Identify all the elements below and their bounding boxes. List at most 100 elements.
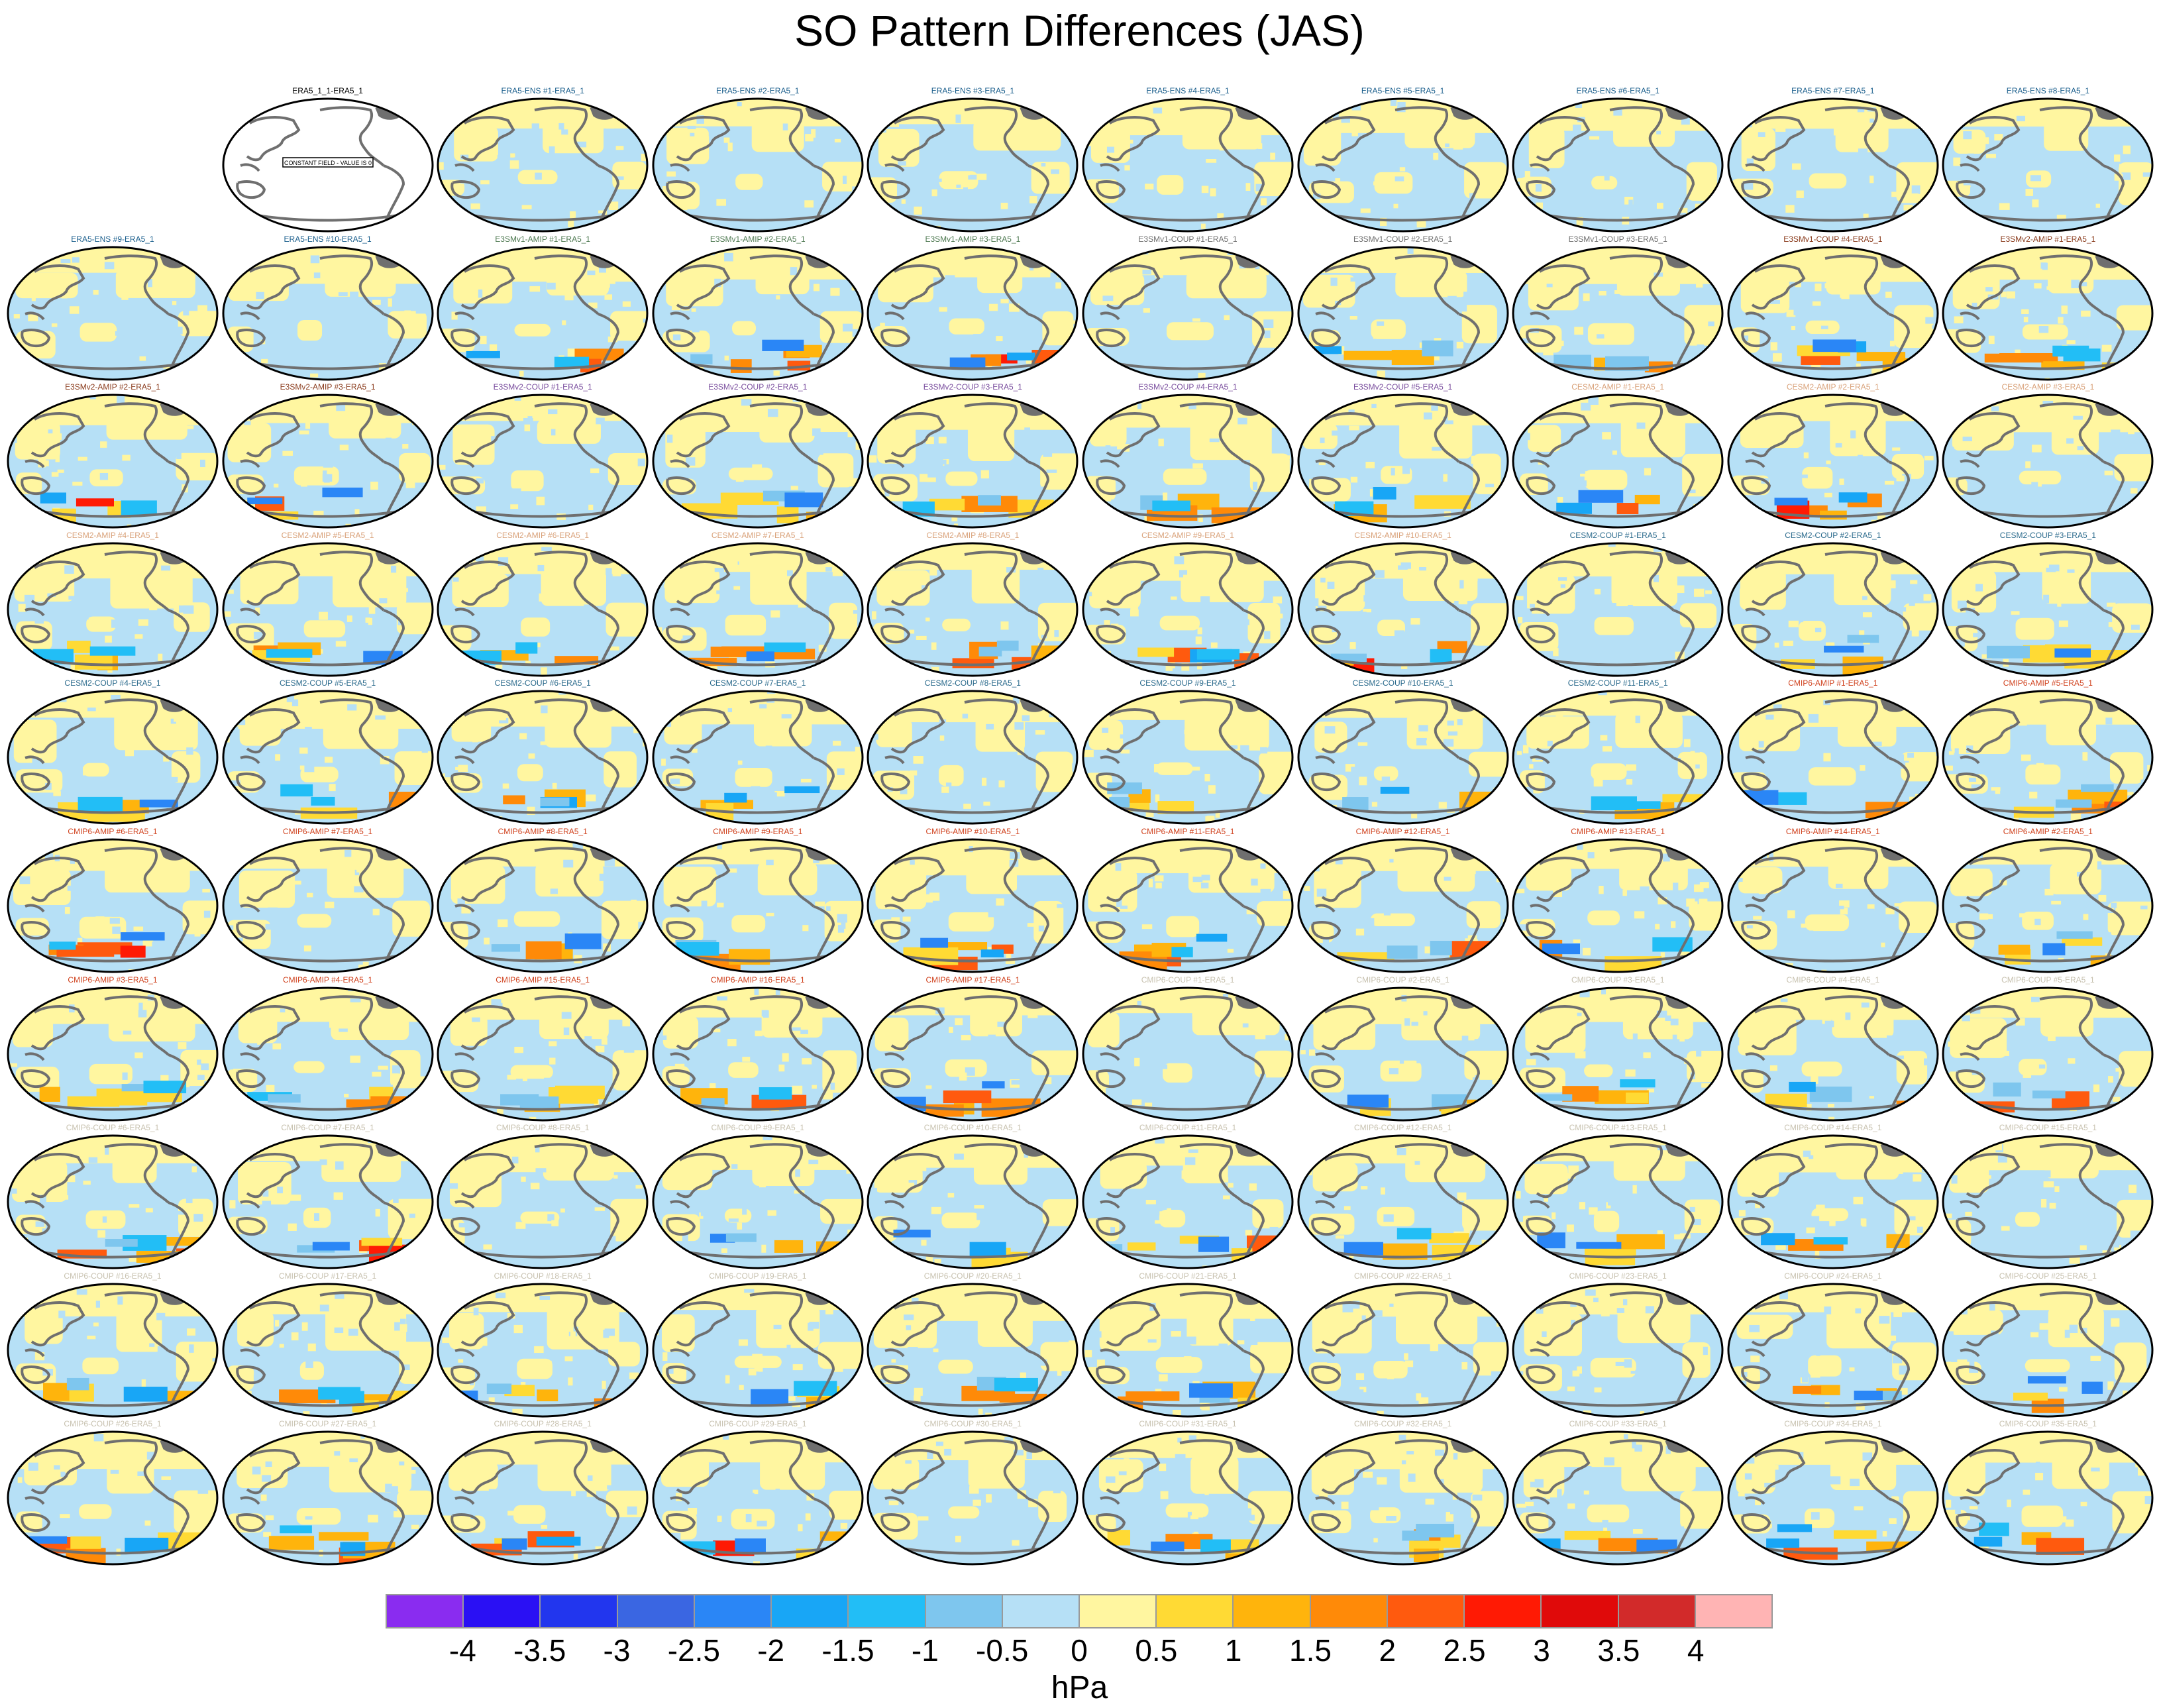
map-plot — [652, 542, 864, 677]
colorbar-tick-label: 0.5 — [1135, 1633, 1178, 1668]
colorbar-tick-label: 2.5 — [1443, 1633, 1486, 1668]
map-panel: CESM2-COUP #8-ERA5_1 — [865, 677, 1080, 827]
panel-title: CMIP6-COUP #12-ERA5_1 — [1354, 1123, 1452, 1133]
panel-title: CESM2-COUP #1-ERA5_1 — [1569, 530, 1666, 540]
figure-title: SO Pattern Differences (JAS) — [794, 6, 1365, 55]
colorbar — [386, 1594, 1773, 1628]
panel-title: E3SMv2-COUP #3-ERA5_1 — [923, 382, 1022, 392]
panel-title: CESM2-AMIP #7-ERA5_1 — [711, 530, 804, 540]
map-border — [652, 1430, 864, 1566]
map-panel: E3SMv1-COUP #2-ERA5_1 — [1296, 233, 1510, 383]
map-plot — [1727, 1430, 1939, 1566]
map-panel: E3SMv1-AMIP #1-ERA5_1 — [435, 233, 650, 383]
map-plot — [7, 1430, 219, 1566]
colorbar-box — [617, 1595, 695, 1627]
map-border — [1727, 1134, 1939, 1269]
map-plot — [1942, 1430, 2154, 1566]
map-panel: CMIP6-COUP #21-ERA5_1 — [1080, 1270, 1295, 1420]
map-plot — [1727, 838, 1939, 973]
map-border — [652, 987, 864, 1122]
map-border — [652, 542, 864, 677]
panel-title: E3SMv2-AMIP #1-ERA5_1 — [2000, 234, 2096, 244]
map-border — [1727, 1283, 1939, 1418]
colorbar-box — [1157, 1595, 1234, 1627]
map-border — [7, 394, 219, 529]
panel-title: ERA5-ENS #6-ERA5_1 — [1576, 86, 1659, 95]
panel-title: CESM2-COUP #3-ERA5_1 — [1999, 530, 2096, 540]
map-panel: CMIP6-AMIP #12-ERA5_1 — [1296, 826, 1510, 975]
panel-title: CMIP6-AMIP #4-ERA5_1 — [283, 975, 373, 985]
colorbar-tick-label: -3.5 — [513, 1633, 566, 1668]
map-plot — [1727, 97, 1939, 233]
panel-title: CMIP6-COUP #11-ERA5_1 — [1139, 1123, 1237, 1133]
panel-title: CMIP6-AMIP #13-ERA5_1 — [1571, 827, 1665, 836]
panel-title: CMIP6-AMIP #8-ERA5_1 — [498, 827, 588, 836]
map-panel: CMIP6-COUP #30-ERA5_1 — [865, 1418, 1080, 1568]
map-panel: E3SMv2-COUP #3-ERA5_1 — [865, 381, 1080, 531]
colorbar-tick-label: 3 — [1533, 1633, 1550, 1668]
panel-title: CESM2-AMIP #2-ERA5_1 — [1786, 382, 1879, 392]
map-panel: CMIP6-COUP #25-ERA5_1 — [1940, 1270, 2155, 1420]
map-panel: CESM2-COUP #6-ERA5_1 — [435, 677, 650, 827]
map-plot — [437, 246, 649, 381]
map-plot — [1082, 838, 1294, 973]
colorbar-tick-label: 1.5 — [1289, 1633, 1332, 1668]
map-plot — [867, 542, 1079, 677]
map-plot — [1727, 246, 1939, 381]
map-panel: CMIP6-COUP #14-ERA5_1 — [1726, 1122, 1940, 1271]
panel-title: CESM2-COUP #10-ERA5_1 — [1352, 678, 1453, 688]
map-border — [867, 97, 1079, 233]
panel-title: E3SMv1-AMIP #1-ERA5_1 — [495, 234, 591, 244]
map-plot — [1082, 246, 1294, 381]
map-border — [652, 97, 864, 233]
panel-title: CMIP6-COUP #13-ERA5_1 — [1569, 1123, 1667, 1133]
map-border — [437, 1430, 649, 1566]
map-plot — [7, 394, 219, 529]
map-plot — [867, 1283, 1079, 1418]
map-border — [1727, 987, 1939, 1122]
map-panel: CMIP6-AMIP #4-ERA5_1 — [221, 974, 435, 1124]
map-plot — [1297, 97, 1509, 233]
map-border — [867, 1430, 1079, 1566]
panel-title: CMIP6-COUP #5-ERA5_1 — [2001, 975, 2095, 985]
panel-title: E3SMv2-COUP #4-ERA5_1 — [1138, 382, 1237, 392]
map-panel: E3SMv1-COUP #3-ERA5_1 — [1510, 233, 1725, 383]
map-border — [1297, 1134, 1509, 1269]
map-border — [437, 542, 649, 677]
map-plot — [652, 838, 864, 973]
map-border — [1297, 246, 1509, 381]
map-plot — [1512, 690, 1724, 825]
map-plot — [1297, 394, 1509, 529]
map-border — [1082, 97, 1294, 233]
map-border — [1942, 394, 2154, 529]
panel-title: E3SMv2-COUP #2-ERA5_1 — [708, 382, 808, 392]
map-plot — [7, 690, 219, 825]
map-plot — [1727, 987, 1939, 1122]
map-border — [867, 838, 1079, 973]
map-panel: E3SMv2-COUP #5-ERA5_1 — [1296, 381, 1510, 531]
map-border — [1942, 1430, 2154, 1566]
map-plot — [1942, 246, 2154, 381]
map-border — [222, 690, 434, 825]
map-panel: ERA5-ENS #3-ERA5_1 — [865, 85, 1080, 235]
map-plot — [652, 1134, 864, 1269]
panel-title: CMIP6-AMIP #6-ERA5_1 — [68, 827, 158, 836]
panel-title: CESM2-AMIP #4-ERA5_1 — [66, 530, 159, 540]
panel-title: CMIP6-COUP #32-ERA5_1 — [1354, 1419, 1452, 1429]
map-plot — [652, 1430, 864, 1566]
panel-title: ERA5-ENS #7-ERA5_1 — [1791, 86, 1875, 95]
panel-title: CMIP6-COUP #33-ERA5_1 — [1569, 1419, 1667, 1429]
map-plot — [222, 1134, 434, 1269]
map-plot — [222, 987, 434, 1122]
panel-title: CMIP6-COUP #6-ERA5_1 — [66, 1123, 160, 1133]
map-border — [222, 987, 434, 1122]
map-plot — [222, 1430, 434, 1566]
map-border — [1942, 97, 2154, 233]
map-border — [652, 690, 864, 825]
panel-title: ERA5-ENS #1-ERA5_1 — [501, 86, 584, 95]
map-panel: CMIP6-AMIP #15-ERA5_1 — [435, 974, 650, 1124]
map-plot — [1082, 1283, 1294, 1418]
panel-title: CMIP6-COUP #30-ERA5_1 — [923, 1419, 1022, 1429]
map-plot: CONSTANT FIELD - VALUE IS 0 — [222, 97, 434, 233]
map-panel: CMIP6-COUP #29-ERA5_1 — [651, 1418, 865, 1568]
